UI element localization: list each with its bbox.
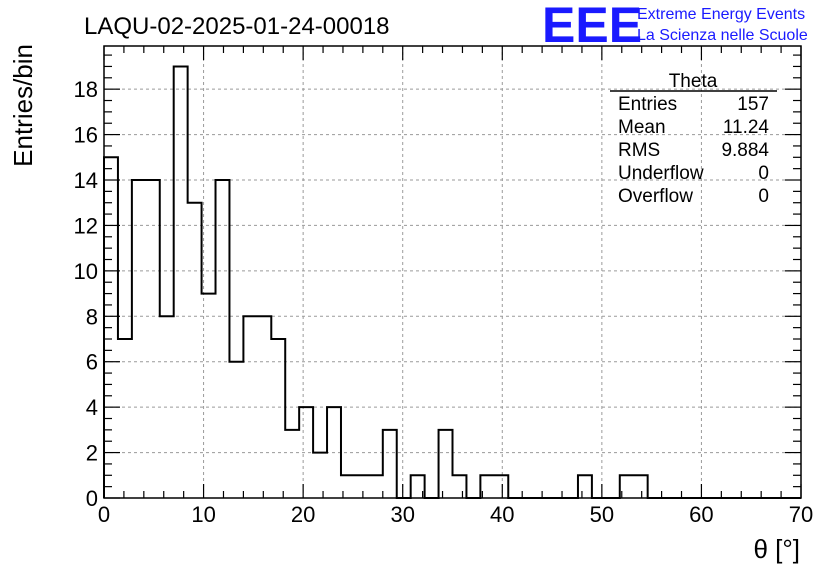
y-tick-label: 14	[74, 168, 98, 193]
x-axis-label: θ [°]	[753, 534, 800, 564]
stats-label: RMS	[618, 140, 660, 161]
y-tick-label: 6	[86, 350, 98, 375]
x-tick-label: 20	[291, 502, 315, 527]
y-tick-label: 8	[86, 304, 98, 329]
stats-box: Theta Entries 157 Mean 11.24 RMS 9.884 Underfl…	[610, 71, 777, 207]
logo-line-2: La Scienza nelle Scuole	[637, 27, 808, 44]
y-tick-label: 4	[86, 395, 98, 420]
stats-label: Entries	[618, 94, 677, 115]
y-tick-label: 18	[74, 77, 98, 102]
stats-value: 0	[758, 186, 769, 207]
chart-title: LAQU-02-2025-01-24-00018	[84, 13, 390, 40]
y-tick-label: 12	[74, 213, 98, 238]
plot-frame	[103, 45, 802, 499]
x-tick-label: 40	[490, 502, 514, 527]
x-tick-label: 70	[789, 502, 813, 527]
stats-value: 9.884	[721, 140, 769, 161]
histogram-outline	[103, 65, 801, 499]
y-tick-label: 2	[86, 441, 98, 466]
y-tick-label: 10	[74, 259, 98, 284]
x-tick-label: 60	[689, 502, 713, 527]
axis-ticks	[103, 46, 802, 499]
logo-line-1: Extreme Energy Events	[637, 6, 805, 23]
stats-label: Underflow	[618, 163, 704, 184]
eee-logo: EEE Extreme Energy Events La Scienza nel…	[542, 0, 808, 53]
y-axis-label: Entries/bin	[8, 44, 38, 167]
x-tick-label: 10	[191, 502, 215, 527]
stats-label: Mean	[618, 117, 666, 138]
x-tick-label: 30	[390, 502, 414, 527]
x-tick-label: 50	[590, 502, 614, 527]
x-tick-labels: 0 10 20 30 40 50 60 70	[98, 502, 813, 527]
x-tick-label: 0	[98, 502, 110, 527]
stats-value: 157	[737, 94, 769, 115]
stats-title: Theta	[669, 71, 718, 92]
logo-mark: EEE	[542, 0, 642, 53]
stats-value: 11.24	[723, 117, 770, 138]
y-tick-label: 0	[86, 486, 98, 511]
y-tick-labels: 0 2 4 6 8 10 12 14 16 18	[74, 77, 98, 511]
y-tick-label: 16	[74, 123, 98, 148]
stats-value: 0	[758, 163, 769, 184]
stats-label: Overflow	[618, 186, 693, 207]
